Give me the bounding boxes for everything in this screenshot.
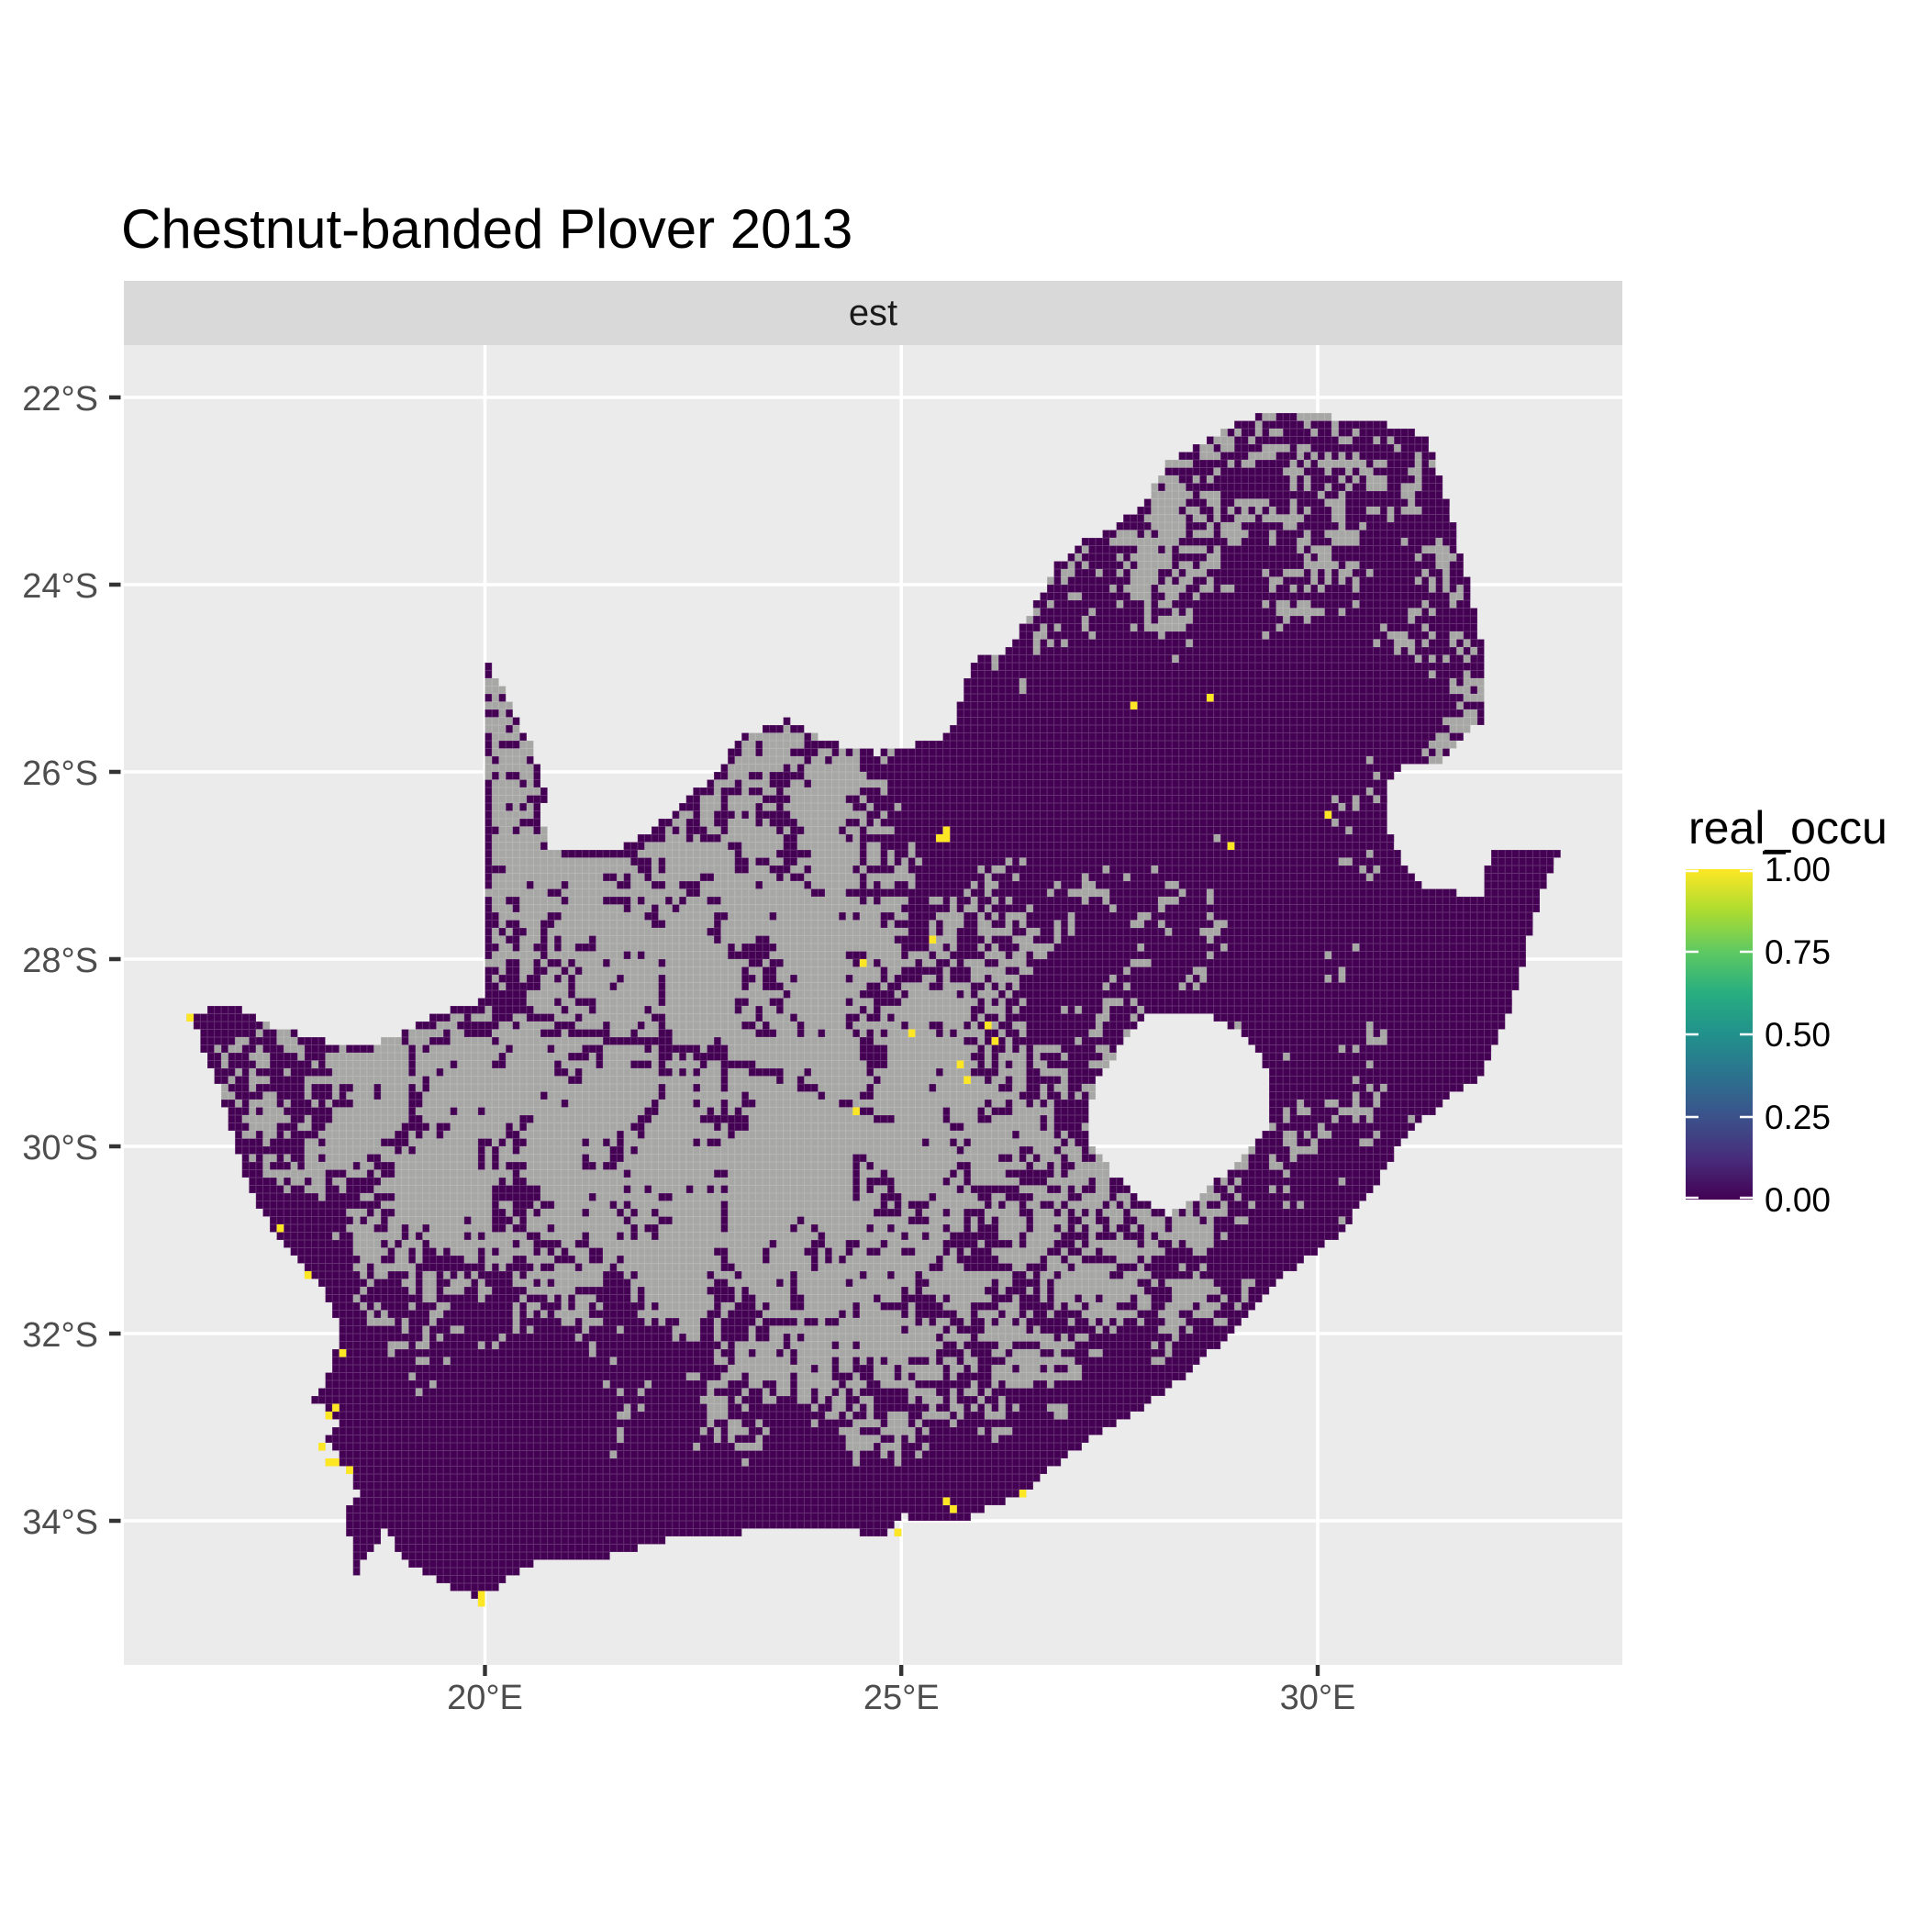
svg-text:Chestnut-banded Plover 2013: Chestnut-banded Plover 2013 — [121, 198, 852, 260]
svg-text:30°E: 30°E — [1280, 1679, 1356, 1717]
svg-text:22°S: 22°S — [22, 380, 98, 419]
svg-text:0.00: 0.00 — [1765, 1181, 1831, 1219]
svg-text:0.50: 0.50 — [1765, 1016, 1831, 1054]
svg-text:30°S: 30°S — [22, 1129, 98, 1167]
svg-text:25°E: 25°E — [863, 1679, 940, 1717]
svg-text:1.00: 1.00 — [1765, 851, 1831, 888]
svg-text:28°S: 28°S — [22, 942, 98, 980]
svg-text:20°E: 20°E — [447, 1679, 523, 1717]
svg-text:32°S: 32°S — [22, 1316, 98, 1355]
svg-text:real_occu: real_occu — [1688, 802, 1888, 854]
svg-text:24°S: 24°S — [22, 567, 98, 606]
svg-text:est: est — [849, 293, 897, 333]
svg-text:26°S: 26°S — [22, 754, 98, 793]
svg-text:34°S: 34°S — [22, 1503, 98, 1542]
svg-text:0.75: 0.75 — [1765, 933, 1831, 971]
svg-text:0.25: 0.25 — [1765, 1099, 1831, 1136]
